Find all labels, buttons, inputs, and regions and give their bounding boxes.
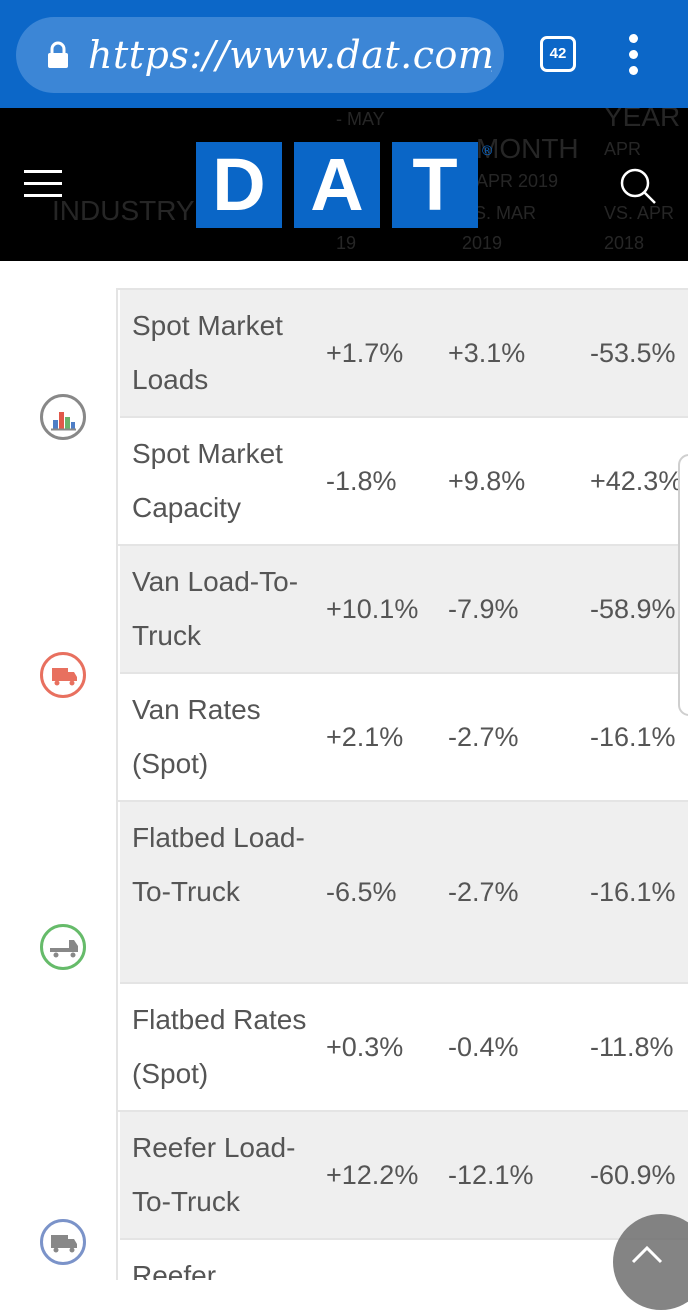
hamburger-menu-icon[interactable]	[24, 170, 64, 200]
group-divider	[28, 800, 688, 802]
ghost-header-text: YEAR	[604, 108, 681, 132]
metric-row: Van Load-To-Truck +10.1% -7.9% -58.9%	[120, 546, 688, 672]
tab-switcher-button[interactable]: 42	[540, 36, 576, 72]
metric-group: Spot Market Loads +1.7% +3.1% -53.5% Spo…	[28, 288, 688, 544]
row-divider	[120, 416, 688, 418]
van-truck-icon	[40, 652, 86, 698]
browser-menu-icon[interactable]	[622, 34, 646, 78]
registered-mark: ®	[482, 142, 493, 158]
metric-label: Reefer Load-To-Truck	[132, 1132, 296, 1217]
year-change: -16.1%	[590, 722, 676, 752]
month-change: -2.7%	[448, 877, 519, 907]
ghost-header-text: 19	[336, 233, 357, 253]
market-trends-table: Spot Market Loads +1.7% +3.1% -53.5% Spo…	[28, 288, 688, 1280]
metric-label: Van Load-To-Truck	[132, 566, 299, 651]
year-change: +42.3%	[590, 466, 683, 496]
year-change: -53.5%	[590, 338, 676, 368]
ghost-header-text: MONTH	[476, 133, 579, 164]
metric-row: Reefer Load-To-Truck +12.2% -12.1% -60.9…	[120, 1112, 688, 1238]
month-change: -12.1%	[448, 1160, 534, 1190]
group-divider	[28, 1110, 688, 1112]
metric-row: Flatbed Rates (Spot) +0.3% -0.4% -11.8%	[120, 984, 688, 1110]
group-icon-cell	[28, 288, 118, 544]
week-change: -6.5%	[326, 877, 397, 907]
ghost-header-text: APR	[604, 139, 642, 159]
ghost-header-text: 2019	[462, 233, 503, 253]
metric-group: Reefer Load-To-Truck +12.2% -12.1% -60.9…	[28, 1110, 688, 1280]
ghost-header-text: 2018	[604, 233, 645, 253]
logo-letter: D	[196, 142, 282, 228]
site-header: INDUSTRY T - MAY 19 MONTH APR 2019 VS. M…	[0, 108, 688, 261]
metric-label: Spot Market Loads	[132, 310, 283, 395]
month-change: -2.7%	[448, 722, 519, 752]
ghost-header-text: VS. MAR	[462, 203, 537, 223]
group-icon-cell	[28, 1110, 118, 1280]
row-divider	[120, 672, 688, 674]
logo-letter: A	[294, 142, 380, 228]
metric-row: Van Rates (Spot) +2.1% -2.7% -16.1%	[120, 674, 688, 800]
week-change: +10.1%	[326, 594, 419, 624]
month-change: +9.8%	[448, 466, 526, 496]
month-change: -7.9%	[448, 594, 519, 624]
search-icon[interactable]	[618, 166, 658, 206]
metric-label: Reefer	[132, 1260, 217, 1280]
ghost-header-text: VS. APR	[604, 203, 675, 223]
ghost-header-text: INDUSTRY T	[52, 195, 219, 226]
metric-row: Spot Market Capacity -1.8% +9.8% +42.3%	[120, 418, 688, 544]
row-divider	[120, 1238, 688, 1240]
year-change: -58.9%	[590, 594, 676, 624]
group-icon-cell	[28, 544, 118, 800]
side-scroll-handle[interactable]	[678, 454, 688, 716]
flatbed-truck-icon	[40, 924, 86, 970]
reefer-truck-icon	[40, 1219, 86, 1265]
metric-group: Van Load-To-Truck +10.1% -7.9% -58.9% Va…	[28, 544, 688, 800]
address-bar[interactable]: https://www.dat.com/in	[16, 17, 504, 93]
url-text: https://www.dat.com/in	[88, 33, 492, 77]
week-change: +0.3%	[326, 1032, 404, 1062]
metric-label: Flatbed Rates (Spot)	[132, 1004, 307, 1089]
metric-row: Spot Market Loads +1.7% +3.1% -53.5%	[120, 290, 688, 416]
ghost-header-text: - MAY	[336, 109, 385, 129]
metric-label: Flatbed Load-To-Truck	[132, 822, 305, 907]
week-change: -1.8%	[326, 466, 397, 496]
month-change: -0.4%	[448, 1032, 519, 1062]
metric-label: Spot Market Capacity	[132, 438, 283, 523]
year-change: -16.1%	[590, 877, 676, 907]
browser-toolbar: https://www.dat.com/in 42	[0, 0, 688, 108]
group-icon-cell	[28, 800, 118, 1110]
metric-row: Flatbed Load-To-Truck -6.5% -2.7% -16.1%	[120, 802, 688, 982]
year-change: -60.9%	[590, 1160, 676, 1190]
week-change: +1.7%	[326, 338, 404, 368]
row-divider	[120, 982, 688, 984]
group-divider	[28, 544, 688, 546]
dat-logo[interactable]: D A T ®	[196, 142, 492, 228]
lock-icon	[48, 41, 68, 68]
week-change: +2.1%	[326, 722, 404, 752]
chevron-up-icon	[631, 1245, 663, 1264]
metric-label: Van Rates (Spot)	[132, 694, 261, 779]
week-change: +12.2%	[326, 1160, 419, 1190]
metric-group: Flatbed Load-To-Truck -6.5% -2.7% -16.1%…	[28, 800, 688, 1110]
logo-letter: T	[392, 142, 478, 228]
month-change: +3.1%	[448, 338, 526, 368]
year-change: -11.8%	[590, 1032, 674, 1062]
back-to-top-button[interactable]	[613, 1214, 688, 1310]
bar-chart-icon	[40, 394, 86, 440]
group-divider	[28, 288, 688, 290]
metric-row: Reefer	[120, 1240, 688, 1280]
ghost-header-text: APR 2019	[476, 171, 559, 191]
